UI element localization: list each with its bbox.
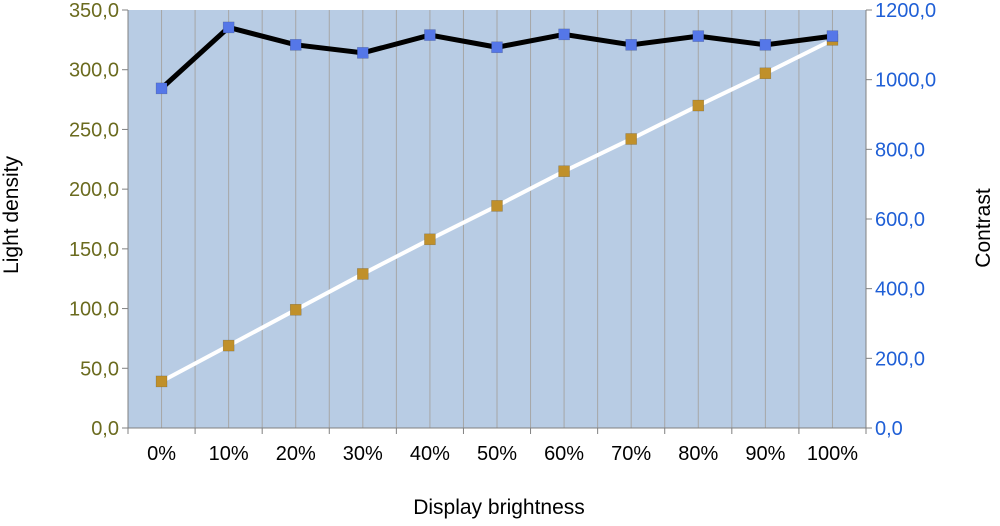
- y-tick-label: 50,0: [80, 358, 119, 380]
- y-tick-label: 0,0: [91, 418, 119, 440]
- data-point-contrast: [424, 29, 436, 41]
- axes: [122, 9, 872, 434]
- data-point-contrast: [222, 21, 235, 34]
- y2-tick-label: 1200,0: [875, 0, 936, 22]
- x-tick-label: 20%: [276, 443, 316, 465]
- data-point-contrast: [155, 82, 168, 95]
- y2-tick-label: 0,0: [875, 418, 903, 440]
- x-tick-label: 60%: [544, 443, 584, 465]
- x-tick-label: 50%: [477, 443, 517, 465]
- x-tick-label: 100%: [807, 443, 858, 465]
- data-point-light-density: [357, 268, 369, 280]
- x-tick-label: 30%: [343, 443, 383, 465]
- data-point-light-density: [155, 375, 168, 388]
- x-tick-label: 90%: [745, 443, 785, 465]
- y2-tick-label: 200,0: [875, 348, 925, 370]
- data-point-contrast: [558, 28, 570, 41]
- y2-tick-label: 400,0: [875, 279, 925, 301]
- data-point-light-density: [222, 339, 235, 352]
- y-tick-label: 200,0: [69, 179, 119, 201]
- y-tick-label: 250,0: [69, 119, 119, 141]
- y2-tick-label: 800,0: [875, 139, 925, 161]
- gridlines: [127, 10, 867, 428]
- data-point-light-density: [759, 67, 772, 80]
- data-point-light-density: [289, 304, 302, 316]
- series-contrast: [155, 21, 839, 95]
- data-point-contrast: [826, 30, 839, 42]
- y-tick-label: 300,0: [69, 60, 119, 82]
- data-point-light-density: [424, 233, 436, 246]
- y2-tick-label: 1000,0: [875, 70, 936, 92]
- data-point-light-density: [692, 99, 705, 112]
- data-point-contrast: [357, 47, 369, 59]
- y-tick-label: 150,0: [69, 239, 119, 261]
- data-point-contrast: [491, 41, 503, 54]
- data-point-contrast: [289, 39, 302, 51]
- data-point-contrast: [625, 39, 637, 51]
- x-tick-label: 0%: [147, 443, 176, 465]
- data-point-light-density: [491, 200, 503, 212]
- data-point-contrast: [692, 30, 705, 42]
- y2-tick-label: 600,0: [875, 209, 925, 231]
- data-point-light-density: [625, 133, 637, 145]
- x-tick-label: 10%: [209, 443, 249, 465]
- y-axis-title: Light density: [0, 156, 23, 274]
- tick-labels: 0,0 50,0 100,0 150,0 200,0 250,0 300,0 350,0 0,0…: [69, 0, 936, 465]
- y-tick-label: 350,0: [69, 0, 119, 22]
- data-point-contrast: [759, 39, 772, 51]
- x-tick-label: 40%: [410, 443, 450, 465]
- y2-axis-title: Contrast: [972, 188, 995, 268]
- data-point-light-density: [558, 165, 570, 177]
- y-tick-label: 100,0: [69, 299, 119, 321]
- x-axis-title: Display brightness: [413, 496, 585, 519]
- x-tick-label: 70%: [611, 443, 651, 465]
- series: [155, 21, 839, 388]
- x-tick-label: 80%: [678, 443, 718, 465]
